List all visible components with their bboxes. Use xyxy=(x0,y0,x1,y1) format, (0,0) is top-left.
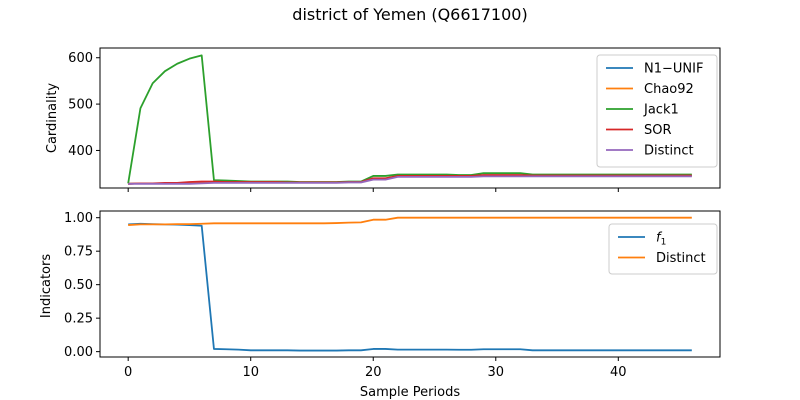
indicators-x-tick-label: 20 xyxy=(365,365,382,380)
cardinality-legend-label-jack1: Jack1 xyxy=(643,103,679,118)
indicators-x-tick-label: 10 xyxy=(242,365,259,380)
x-axis-label: Sample Periods xyxy=(360,385,460,400)
indicators-y-tick-label: 1.00 xyxy=(64,211,93,226)
indicators-legend-label-distinct: Distinct xyxy=(656,251,706,266)
cardinality-legend-label-sor: SOR xyxy=(644,123,672,138)
indicators-x-tick-label: 30 xyxy=(487,365,504,380)
cardinality-series-sor-line xyxy=(128,174,692,185)
indicators-legend-label-f1: f1 xyxy=(656,231,666,248)
cardinality-series-jack1-line xyxy=(127,54,692,184)
indicators-series-distinct-line xyxy=(128,216,692,226)
indicators-y-axis-label: Indicators xyxy=(39,254,54,318)
indicators-series-f1-line xyxy=(128,222,692,352)
indicators-legend: f1 Distinct xyxy=(608,223,718,275)
indicators-plot-frame xyxy=(99,210,721,358)
cardinality-series-layer xyxy=(127,54,692,185)
indicators-legend-box xyxy=(608,223,718,275)
cardinality-legend-label-n1-unif: N1−UNIF xyxy=(644,62,703,77)
indicators-panel: 0 10 20 30 40 0.00 0.25 0.50 0.75 1.00 Indicators… xyxy=(39,210,721,380)
cardinality-panel: 400 500 600 Cardinality N1−UNIF Chao92 Jack1… xyxy=(45,47,721,192)
cardinality-y-tick-label: 500 xyxy=(68,98,93,113)
cardinality-legend-box xyxy=(596,54,718,168)
cardinality-y-tick-label: 400 xyxy=(68,144,93,159)
cardinality-legend: N1−UNIF Chao92 Jack1 SOR Distinct xyxy=(596,54,718,168)
cardinality-axes: 400 500 600 xyxy=(68,47,721,192)
cardinality-legend-label-distinct: Distinct xyxy=(644,144,694,159)
cardinality-legend-label-chao92: Chao92 xyxy=(644,82,694,97)
indicators-y-tick-label: 0.50 xyxy=(64,278,93,293)
figure-title: district of Yemen (Q6617100) xyxy=(292,5,527,24)
indicators-x-tick-label: 40 xyxy=(610,365,627,380)
indicators-series-layer xyxy=(128,216,692,352)
indicators-y-tick-label: 0.25 xyxy=(64,312,93,327)
indicators-y-tick-label: 0.00 xyxy=(64,345,93,360)
cardinality-plot-frame xyxy=(99,47,721,189)
indicators-y-tick-label: 0.75 xyxy=(64,245,93,260)
cardinality-y-tick-label: 600 xyxy=(68,51,93,66)
indicators-axes: 0 10 20 30 40 0.00 0.25 0.50 0.75 1.00 xyxy=(64,210,721,380)
indicators-x-tick-label: 0 xyxy=(124,365,132,380)
cardinality-y-axis-label: Cardinality xyxy=(45,83,60,154)
cardinality-series-distinct-line xyxy=(128,175,692,185)
